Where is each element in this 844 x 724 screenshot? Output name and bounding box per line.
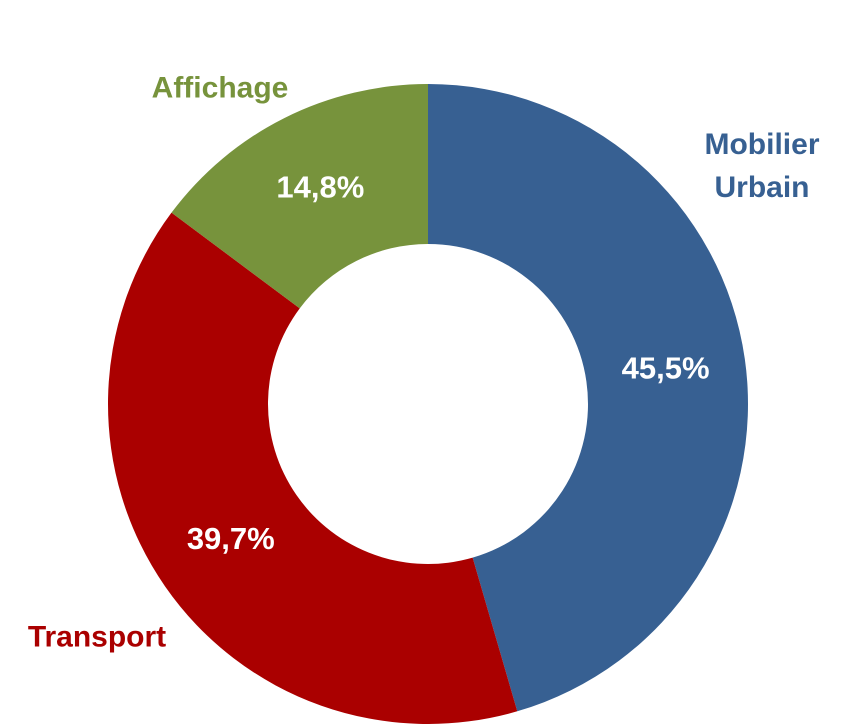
donut-segment — [171, 84, 428, 309]
value-label: 14,8% — [276, 170, 364, 205]
donut-segment — [428, 84, 749, 712]
category-label: Mobilier Urbain — [704, 128, 820, 204]
category-label: Transport — [27, 620, 167, 654]
category-label: Affichage — [151, 71, 289, 105]
donut-segment — [108, 212, 518, 724]
value-label: 39,7% — [187, 521, 275, 556]
value-label: 45,5% — [622, 350, 710, 385]
